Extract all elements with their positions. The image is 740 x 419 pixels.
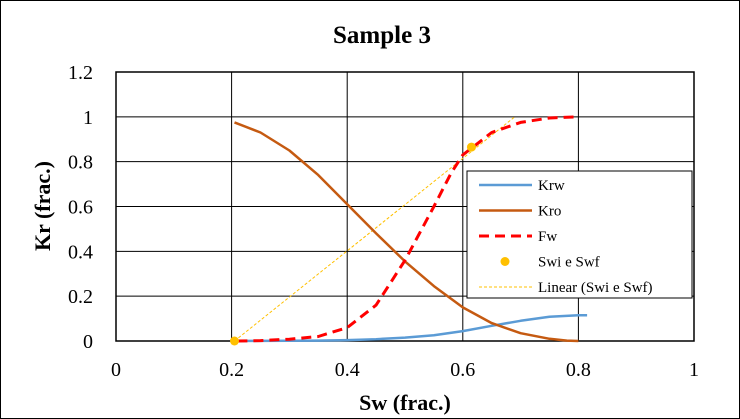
legend-marker — [500, 257, 510, 266]
y-tick-label: 0.6 — [68, 197, 93, 219]
legend-label: Krw — [538, 178, 565, 194]
y-tick-label: 1 — [83, 107, 93, 129]
swi-e-swf-point — [466, 142, 476, 152]
x-tick-label: 0.6 — [450, 359, 475, 381]
legend: Krw Kro Fw Swi e Swf Linear (Swi e Swf) — [466, 170, 693, 299]
legend-label: Fw — [538, 229, 557, 245]
y-tick-labels: 0 0.2 0.4 0.6 0.8 1 1.2 — [68, 62, 93, 353]
x-tick-label: 0.2 — [219, 359, 244, 381]
kro-line — [234, 121, 579, 343]
legend-label: Swi e Swf — [538, 255, 600, 271]
x-tick-label: 0.4 — [335, 359, 360, 381]
x-tick-label: 0.8 — [566, 359, 591, 381]
fw-line — [237, 115, 579, 343]
legend-label: Kro — [538, 204, 561, 220]
y-tick-label: 1.2 — [68, 62, 93, 84]
y-tick-label: 0 — [83, 331, 93, 353]
x-axis-title: Sw (frac.) — [359, 390, 451, 415]
series-layer — [229, 115, 588, 346]
y-tick-label: 0.2 — [68, 286, 93, 308]
y-tick-label: 0.4 — [68, 241, 93, 263]
x-tick-label: 1 — [689, 359, 699, 381]
swi-e-swf-point — [229, 336, 239, 346]
y-axis-title: Kr (frac.) — [30, 161, 55, 251]
krw-line — [237, 313, 588, 343]
x-tick-label: 0 — [111, 359, 121, 381]
legend-label: Linear (Swi e Swf) — [538, 280, 653, 296]
plot-area-border — [115, 71, 695, 342]
chart-title: Sample 3 — [333, 22, 431, 49]
y-tick-label: 0.8 — [68, 152, 93, 174]
x-tick-labels: 0 0.2 0.4 0.6 0.8 1 — [111, 359, 699, 381]
